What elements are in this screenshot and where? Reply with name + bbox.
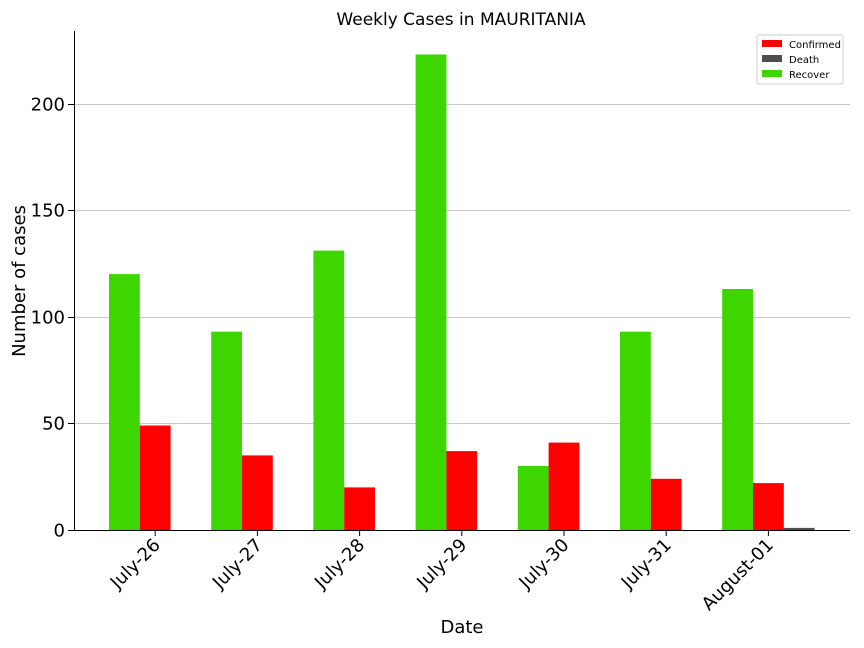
- bars: [109, 54, 815, 530]
- bar-confirmed-july-29: [446, 451, 478, 530]
- x-tick-label: July-29: [412, 535, 471, 594]
- x-tick-label: July-28: [310, 535, 369, 594]
- legend-label-death: Death: [789, 55, 819, 66]
- x-ticks: July-26 July-27 July-28 July-29 July-30 July-…: [106, 530, 778, 615]
- bar-recover-july-30: [517, 466, 549, 530]
- bar-recover-july-27: [211, 331, 242, 530]
- x-tick-label: July-30: [515, 535, 574, 594]
- x-tick-label: July-31: [617, 535, 676, 594]
- bar-confirmed-august-01: [753, 483, 784, 530]
- bar-confirmed-july-26: [139, 425, 171, 530]
- y-tick-label: 100: [31, 308, 65, 329]
- y-gridlines: [74, 104, 850, 424]
- x-tick-label: July-26: [106, 535, 165, 594]
- y-axis-label: Number of cases: [9, 205, 30, 357]
- bar-recover-august-01: [722, 289, 753, 530]
- bar-death-august-01: [783, 527, 815, 530]
- bar-confirmed-july-28: [344, 487, 375, 530]
- chart-title: Weekly Cases in MAURITANIA: [336, 10, 586, 30]
- bar-confirmed-july-27: [242, 455, 273, 530]
- x-axis-label: Date: [440, 617, 483, 638]
- y-ticks: 0 50 100 150 200: [31, 95, 74, 542]
- bar-recover-july-31: [620, 331, 651, 530]
- bar-recover-july-28: [313, 250, 345, 530]
- legend-swatch-death: [762, 55, 782, 62]
- x-tick-label: August-01: [698, 535, 778, 615]
- y-tick-label: 0: [54, 521, 65, 542]
- legend-label-confirmed: Confirmed: [789, 40, 841, 51]
- y-tick-label: 200: [31, 95, 65, 116]
- legend-swatch-confirmed: [762, 40, 782, 47]
- legend-swatch-recover: [762, 70, 782, 77]
- bar-recover-july-26: [109, 274, 140, 530]
- y-tick-label: 150: [31, 201, 65, 222]
- legend-label-recover: Recover: [789, 70, 830, 81]
- x-tick-label: July-27: [208, 535, 267, 594]
- y-tick-label: 50: [42, 414, 65, 435]
- bar-confirmed-july-30: [548, 442, 580, 530]
- bar-recover-july-29: [415, 54, 447, 530]
- legend: Confirmed Death Recover: [756, 34, 844, 85]
- bar-confirmed-july-31: [650, 478, 682, 530]
